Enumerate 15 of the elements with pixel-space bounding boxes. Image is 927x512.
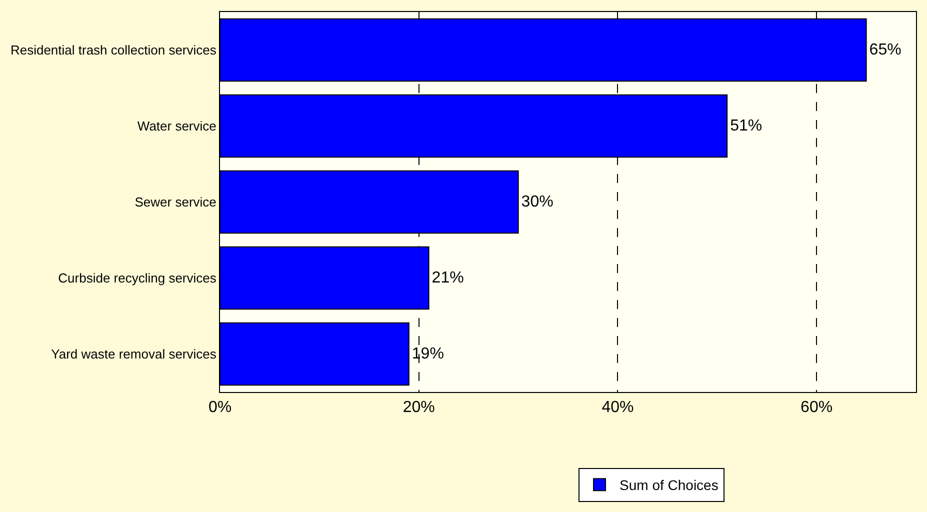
data-label: 19%: [412, 346, 444, 362]
y-tick-label: Residential trash collection services: [10, 42, 217, 58]
data-label: 65%: [869, 42, 902, 58]
data-label: 30%: [521, 194, 554, 210]
y-tick-label: Sewer service: [134, 194, 216, 210]
x-tick-label: 20%: [402, 399, 435, 416]
y-tick-label: Yard waste removal services: [51, 346, 217, 362]
y-tick-label: Water service: [137, 118, 216, 134]
data-label: 51%: [730, 118, 762, 134]
x-tick-label: 60%: [800, 399, 833, 416]
legend-label: Sum of Choices: [620, 477, 718, 494]
x-tick-label: 40%: [602, 399, 634, 416]
x-tick-label: 0%: [208, 399, 232, 416]
data-label: 21%: [432, 270, 464, 286]
y-tick-label: Curbside recycling services: [58, 270, 217, 286]
